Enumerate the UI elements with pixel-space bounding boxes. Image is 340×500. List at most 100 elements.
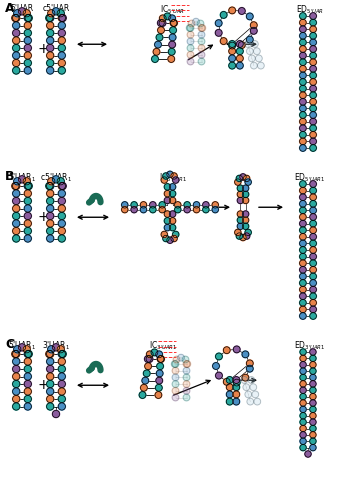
Circle shape [310, 144, 317, 152]
Circle shape [300, 98, 306, 105]
Circle shape [187, 52, 194, 58]
Text: +: + [37, 210, 49, 224]
Circle shape [310, 280, 317, 286]
Circle shape [24, 212, 31, 220]
Circle shape [164, 218, 171, 224]
Circle shape [24, 388, 31, 395]
Circle shape [13, 403, 20, 410]
Circle shape [187, 38, 194, 45]
Circle shape [24, 30, 31, 36]
Circle shape [241, 376, 248, 384]
Circle shape [58, 388, 65, 395]
Circle shape [156, 34, 163, 41]
Circle shape [212, 206, 218, 213]
Circle shape [300, 78, 306, 86]
Circle shape [24, 403, 31, 410]
Circle shape [233, 398, 240, 405]
Circle shape [310, 112, 317, 118]
Circle shape [310, 78, 317, 86]
Circle shape [310, 286, 317, 293]
Circle shape [300, 380, 306, 387]
Circle shape [13, 190, 20, 197]
Circle shape [310, 273, 317, 280]
Circle shape [52, 8, 60, 15]
Circle shape [310, 355, 316, 362]
Circle shape [300, 394, 306, 400]
Circle shape [52, 410, 60, 418]
Circle shape [310, 368, 316, 374]
Circle shape [300, 234, 306, 240]
Text: IC$_{3'UAR1}$: IC$_{3'UAR1}$ [149, 340, 177, 352]
Circle shape [300, 20, 306, 26]
Circle shape [47, 228, 54, 234]
Circle shape [57, 10, 64, 17]
Circle shape [169, 184, 176, 190]
Text: +: + [37, 378, 49, 392]
Circle shape [167, 171, 173, 177]
Circle shape [236, 48, 243, 54]
Circle shape [300, 188, 306, 194]
Circle shape [146, 356, 153, 362]
Circle shape [47, 22, 54, 29]
Circle shape [48, 178, 55, 185]
Circle shape [220, 12, 227, 18]
Circle shape [14, 10, 21, 17]
Circle shape [300, 286, 306, 293]
Circle shape [164, 197, 171, 203]
Circle shape [46, 182, 53, 190]
Circle shape [47, 205, 54, 212]
Circle shape [310, 39, 317, 46]
Circle shape [310, 406, 316, 412]
Circle shape [300, 220, 306, 227]
Circle shape [186, 24, 193, 32]
Circle shape [169, 34, 176, 41]
Circle shape [169, 41, 175, 48]
Circle shape [242, 217, 249, 224]
Text: c5'UAR$_1$: c5'UAR$_1$ [40, 172, 72, 184]
Circle shape [156, 351, 163, 358]
Circle shape [300, 419, 306, 426]
Circle shape [300, 254, 306, 260]
Circle shape [310, 387, 316, 394]
Circle shape [169, 211, 176, 217]
Circle shape [236, 233, 242, 239]
Circle shape [164, 13, 171, 20]
Circle shape [18, 8, 26, 15]
Circle shape [58, 366, 65, 372]
Circle shape [215, 30, 222, 36]
Circle shape [155, 392, 162, 398]
Circle shape [18, 344, 26, 351]
Circle shape [24, 44, 31, 52]
Circle shape [172, 360, 179, 368]
Circle shape [47, 182, 54, 190]
Circle shape [58, 190, 65, 197]
Text: 5'UAR: 5'UAR [11, 4, 34, 13]
Circle shape [58, 350, 65, 358]
Circle shape [47, 30, 54, 36]
Circle shape [172, 394, 179, 401]
Circle shape [47, 358, 54, 365]
Circle shape [310, 240, 317, 246]
Circle shape [13, 235, 20, 242]
Circle shape [169, 190, 176, 197]
Circle shape [24, 182, 31, 190]
Circle shape [220, 38, 227, 44]
Circle shape [237, 223, 243, 230]
Circle shape [250, 384, 257, 390]
Circle shape [310, 214, 317, 220]
Circle shape [47, 37, 54, 44]
Circle shape [140, 202, 147, 208]
Circle shape [131, 206, 137, 213]
Circle shape [300, 426, 306, 432]
Circle shape [175, 202, 181, 208]
Circle shape [13, 60, 20, 66]
Circle shape [164, 224, 171, 231]
Circle shape [233, 384, 240, 390]
Circle shape [257, 62, 264, 69]
Circle shape [25, 14, 32, 21]
Circle shape [167, 237, 173, 244]
Circle shape [300, 66, 306, 72]
Circle shape [242, 185, 249, 192]
Circle shape [300, 400, 306, 406]
Circle shape [183, 374, 190, 381]
